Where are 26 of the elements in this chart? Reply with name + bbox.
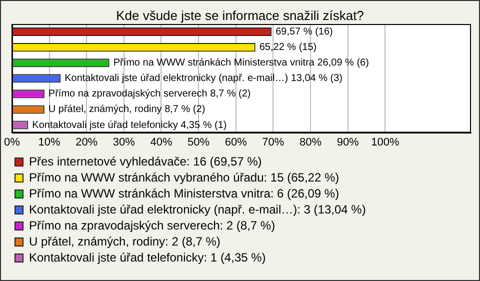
x-tick-label: 90% [336, 136, 360, 148]
data-label: Kontaktovali jste úřad elektronicky (např. e-mail…) 13,04 % (3) [64, 73, 343, 84]
data-label: 69,57 % (16) [276, 26, 333, 38]
data-label: Přímo na WWW stránkách Ministerstva vnitra 26,09 % (6) [113, 58, 369, 69]
legend-label: U přátel, známých, rodiny: 2 (8,7 %) [29, 234, 220, 248]
data-label: Kontaktovali jste úřad telefonicky 4,35 % (1) [32, 120, 227, 131]
legend-label: Přes internetové vyhledávače: 16 (69,57 %) [29, 154, 262, 168]
x-tick-label: 40% [150, 136, 172, 148]
legend-label: Kontaktovali jste úřad telefonicky: 1 (4,35 %) [29, 250, 266, 264]
x-tick-label: 60% [224, 136, 248, 148]
legend-label: Přímo na WWW stránkách vybraného úřadu: 15 (65,22 %) [29, 170, 340, 184]
x-tick-label: 0% [4, 136, 20, 148]
legend-label: Přímo na WWW stránkách Ministerstva vnitra: 6 (26,09 %) [29, 186, 340, 200]
x-tick-label: 100% [371, 136, 400, 148]
x-tick-label: 50% [188, 136, 210, 148]
x-tick-label: 20% [76, 136, 98, 148]
data-label: U přátel, známých, rodiny 8,7 % (2) [48, 104, 206, 116]
x-tick-label: 70% [262, 136, 284, 148]
legend-label: Kontaktovali jste úřad elektronicky (např. e-mail…): 3 (13,04 %) [29, 202, 366, 216]
x-tick-label: 30% [112, 136, 136, 148]
legend-label: Přímo na zpravodajských serverech: 2 (8,7 %) [29, 218, 276, 232]
data-label: Přímo na zpravodajských serverech 8,7 % (2) [48, 88, 251, 100]
chart-title: Kde všude jste se informace snažili získat? [115, 8, 365, 24]
x-tick-label: 10% [38, 136, 60, 148]
data-label: 65,22 % (15) [259, 42, 317, 54]
x-tick-label: 80% [300, 136, 322, 148]
